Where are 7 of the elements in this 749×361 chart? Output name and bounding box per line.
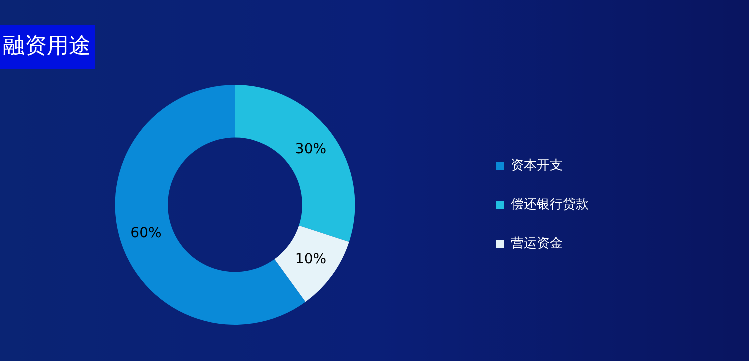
legend-label: 偿还银行贷款 [511, 197, 589, 212]
data-label: 10% [295, 252, 327, 268]
legend-label: 营运资金 [511, 236, 563, 252]
legend-label: 资本开支 [511, 158, 563, 174]
data-label: 60% [130, 226, 162, 242]
chart-title: 融资用途 [0, 25, 95, 69]
data-label: 30% [295, 142, 327, 158]
